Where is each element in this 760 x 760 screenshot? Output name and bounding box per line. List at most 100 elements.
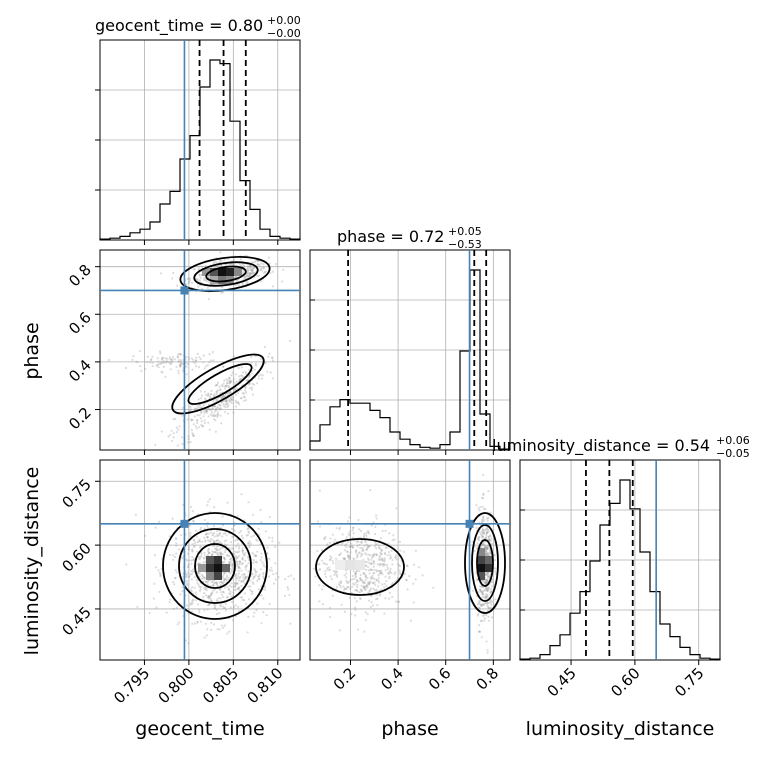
sample-point <box>231 567 234 570</box>
sample-point <box>245 379 248 382</box>
sample-point <box>271 356 274 359</box>
sample-point <box>328 566 331 569</box>
sample-point <box>203 527 206 530</box>
sample-point <box>366 586 369 589</box>
sample-point <box>213 582 216 585</box>
sample-point <box>197 285 200 288</box>
sample-point <box>194 408 197 411</box>
contour-line <box>471 524 499 602</box>
sample-point <box>487 544 490 547</box>
sample-point <box>200 420 203 423</box>
sample-point <box>241 549 244 552</box>
sample-point <box>211 553 214 556</box>
sample-point <box>202 561 205 564</box>
sample-point <box>338 553 341 557</box>
sample-point <box>220 422 223 425</box>
sample-point <box>212 539 215 542</box>
sample-point <box>235 560 238 563</box>
sample-point <box>245 399 248 402</box>
sample-point <box>253 368 256 371</box>
sample-point <box>181 575 184 578</box>
sample-point <box>223 577 226 581</box>
sample-point <box>367 546 370 549</box>
sample-point <box>175 537 178 540</box>
sample-point <box>238 560 241 563</box>
sample-point <box>386 554 389 557</box>
sample-point <box>376 597 379 600</box>
sample-point <box>249 585 252 588</box>
sample-point <box>190 569 193 573</box>
sample-point <box>378 554 382 557</box>
sample-point <box>208 395 212 398</box>
sample-point <box>283 594 286 597</box>
sample-point <box>259 373 262 376</box>
sample-point <box>225 264 228 267</box>
sample-point <box>484 536 487 540</box>
sample-point <box>202 595 205 599</box>
sample-point <box>362 581 365 584</box>
sample-point <box>491 581 494 584</box>
sample-point <box>346 581 349 585</box>
sample-point <box>391 581 395 585</box>
sample-point <box>241 263 244 266</box>
sample-point <box>207 298 210 301</box>
sample-point <box>484 602 487 605</box>
sample-point <box>358 543 361 547</box>
sample-point <box>343 589 346 592</box>
sample-point <box>162 365 165 368</box>
sample-point <box>140 369 143 373</box>
sample-point <box>180 359 183 362</box>
sample-point <box>247 266 250 269</box>
sample-point <box>362 586 365 589</box>
sample-point <box>345 543 348 546</box>
sample-point <box>352 532 355 535</box>
sample-point <box>185 604 188 607</box>
sample-point <box>236 279 239 282</box>
sample-point <box>228 576 231 579</box>
sample-point <box>199 390 202 393</box>
sample-point <box>223 580 226 583</box>
sample-point <box>191 519 195 522</box>
sample-point <box>213 506 216 509</box>
sample-point <box>339 586 342 589</box>
sample-point <box>272 573 275 576</box>
sample-point <box>206 536 209 539</box>
sample-point <box>189 603 192 606</box>
sample-point <box>206 536 209 539</box>
sample-point <box>212 408 215 411</box>
sample-point <box>349 545 352 548</box>
sample-point <box>360 552 363 555</box>
sample-point <box>152 597 155 600</box>
sample-point <box>231 398 234 401</box>
sample-point <box>223 258 226 261</box>
sample-point <box>256 382 259 385</box>
sample-point <box>240 493 243 496</box>
sample-point <box>342 585 345 588</box>
sample-point <box>181 363 184 366</box>
sample-point <box>221 576 224 579</box>
sample-point <box>332 569 336 573</box>
sample-point <box>172 581 175 584</box>
sample-point <box>365 560 368 564</box>
sample-point <box>254 571 257 574</box>
sample-point <box>189 405 192 409</box>
sample-point <box>491 600 494 603</box>
sample-point <box>228 399 231 402</box>
sample-point <box>389 554 392 557</box>
sample-point <box>312 567 315 570</box>
contour-line <box>194 543 236 589</box>
sample-point <box>204 533 207 536</box>
sample-point <box>335 585 338 589</box>
sample-point <box>271 270 274 273</box>
sample-point <box>417 566 420 569</box>
sample-point <box>230 398 233 401</box>
sample-point <box>207 275 210 278</box>
sample-point <box>242 271 245 274</box>
sample-point <box>247 598 251 601</box>
sample-point <box>178 548 181 551</box>
sample-point <box>195 599 198 602</box>
sample-point <box>229 263 232 266</box>
sample-point <box>209 592 213 596</box>
sample-point <box>196 414 199 417</box>
sample-point <box>484 617 487 620</box>
